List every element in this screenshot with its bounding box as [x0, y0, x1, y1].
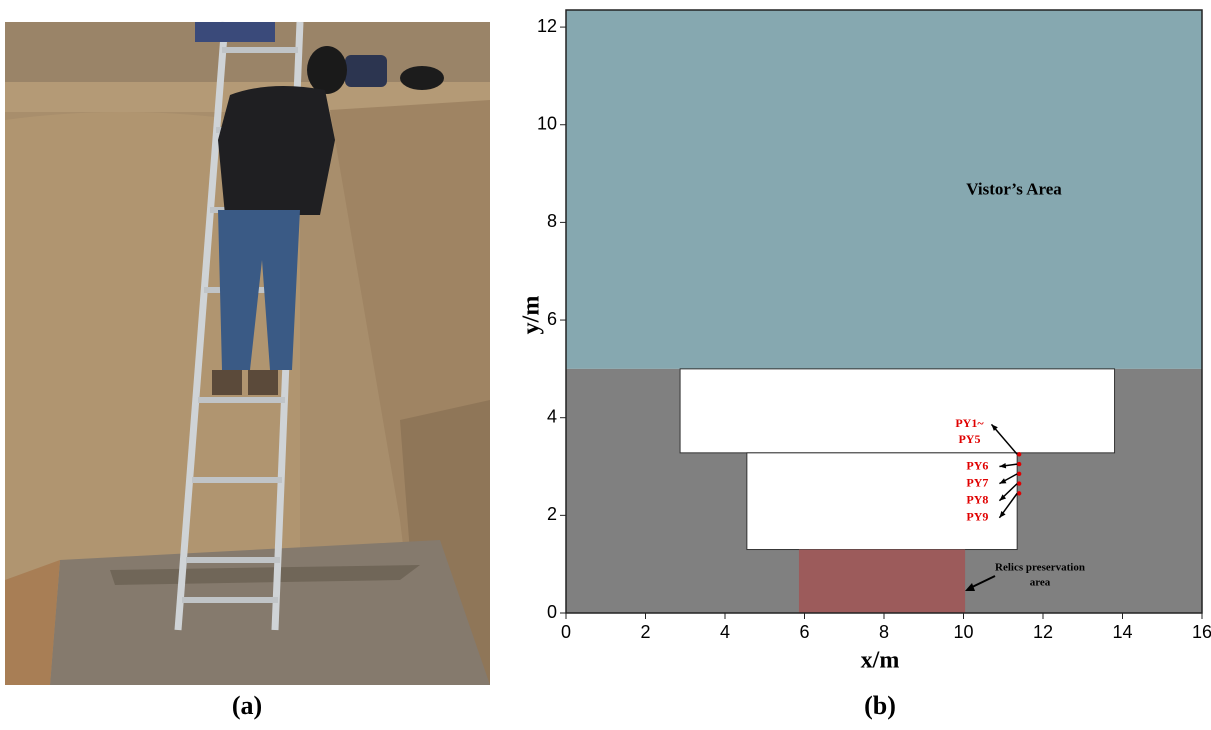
figure: (a) (b) x/m y/m Vistor’s Area 0 2 4 6 8 10 12 14… — [0, 0, 1211, 725]
y-tick-label: 2 — [547, 504, 557, 524]
x-tick-label: 14 — [1112, 622, 1132, 642]
annotation: Relics preservation — [995, 562, 1085, 574]
x-tick-label: 16 — [1192, 622, 1211, 642]
sensor-label: PY5 — [958, 432, 980, 446]
diagram: (b) x/m y/m Vistor’s Area 0 2 4 6 8 10 12 14 16 0 2… — [519, 10, 1211, 720]
panel-label: (a) — [232, 691, 262, 720]
y-axis-label: y/m — [519, 296, 545, 335]
sensor-point — [1017, 481, 1021, 485]
x-tick-label: 12 — [1033, 622, 1053, 642]
panel-label: (b) — [864, 691, 896, 720]
sensor-point — [1017, 491, 1021, 495]
x-tick-label: 6 — [799, 622, 809, 642]
sensor-label: PY7 — [966, 475, 988, 489]
y-tick-label: 4 — [547, 406, 557, 426]
annotation: area — [1030, 577, 1051, 589]
x-tick-label: 8 — [879, 622, 889, 642]
region-label: Vistor’s Area — [966, 180, 1062, 199]
sensor-label: PY1~ — [955, 416, 984, 430]
x-tick-label: 0 — [561, 622, 571, 642]
x-tick-label: 10 — [953, 622, 973, 642]
sensor-label: PY6 — [966, 458, 988, 472]
sensor-point — [1017, 462, 1021, 466]
x-axis-label: x/m — [861, 648, 900, 674]
x-tick-label: 4 — [720, 622, 730, 642]
y-tick-label: 12 — [537, 16, 557, 36]
y-tick-label: 10 — [537, 113, 557, 133]
y-tick-label: 0 — [547, 602, 557, 622]
sensor-label: PY8 — [966, 492, 988, 506]
photo: (a) — [5, 22, 490, 720]
y-tick-label: 6 — [547, 309, 557, 329]
region — [680, 369, 1114, 453]
y-tick-label: 8 — [547, 211, 557, 231]
sensor-point — [1017, 472, 1021, 476]
sensor-point — [1017, 452, 1021, 456]
sensor-label: PY9 — [966, 510, 988, 524]
region — [566, 10, 1202, 369]
x-tick-label: 2 — [640, 622, 650, 642]
region — [799, 550, 965, 613]
